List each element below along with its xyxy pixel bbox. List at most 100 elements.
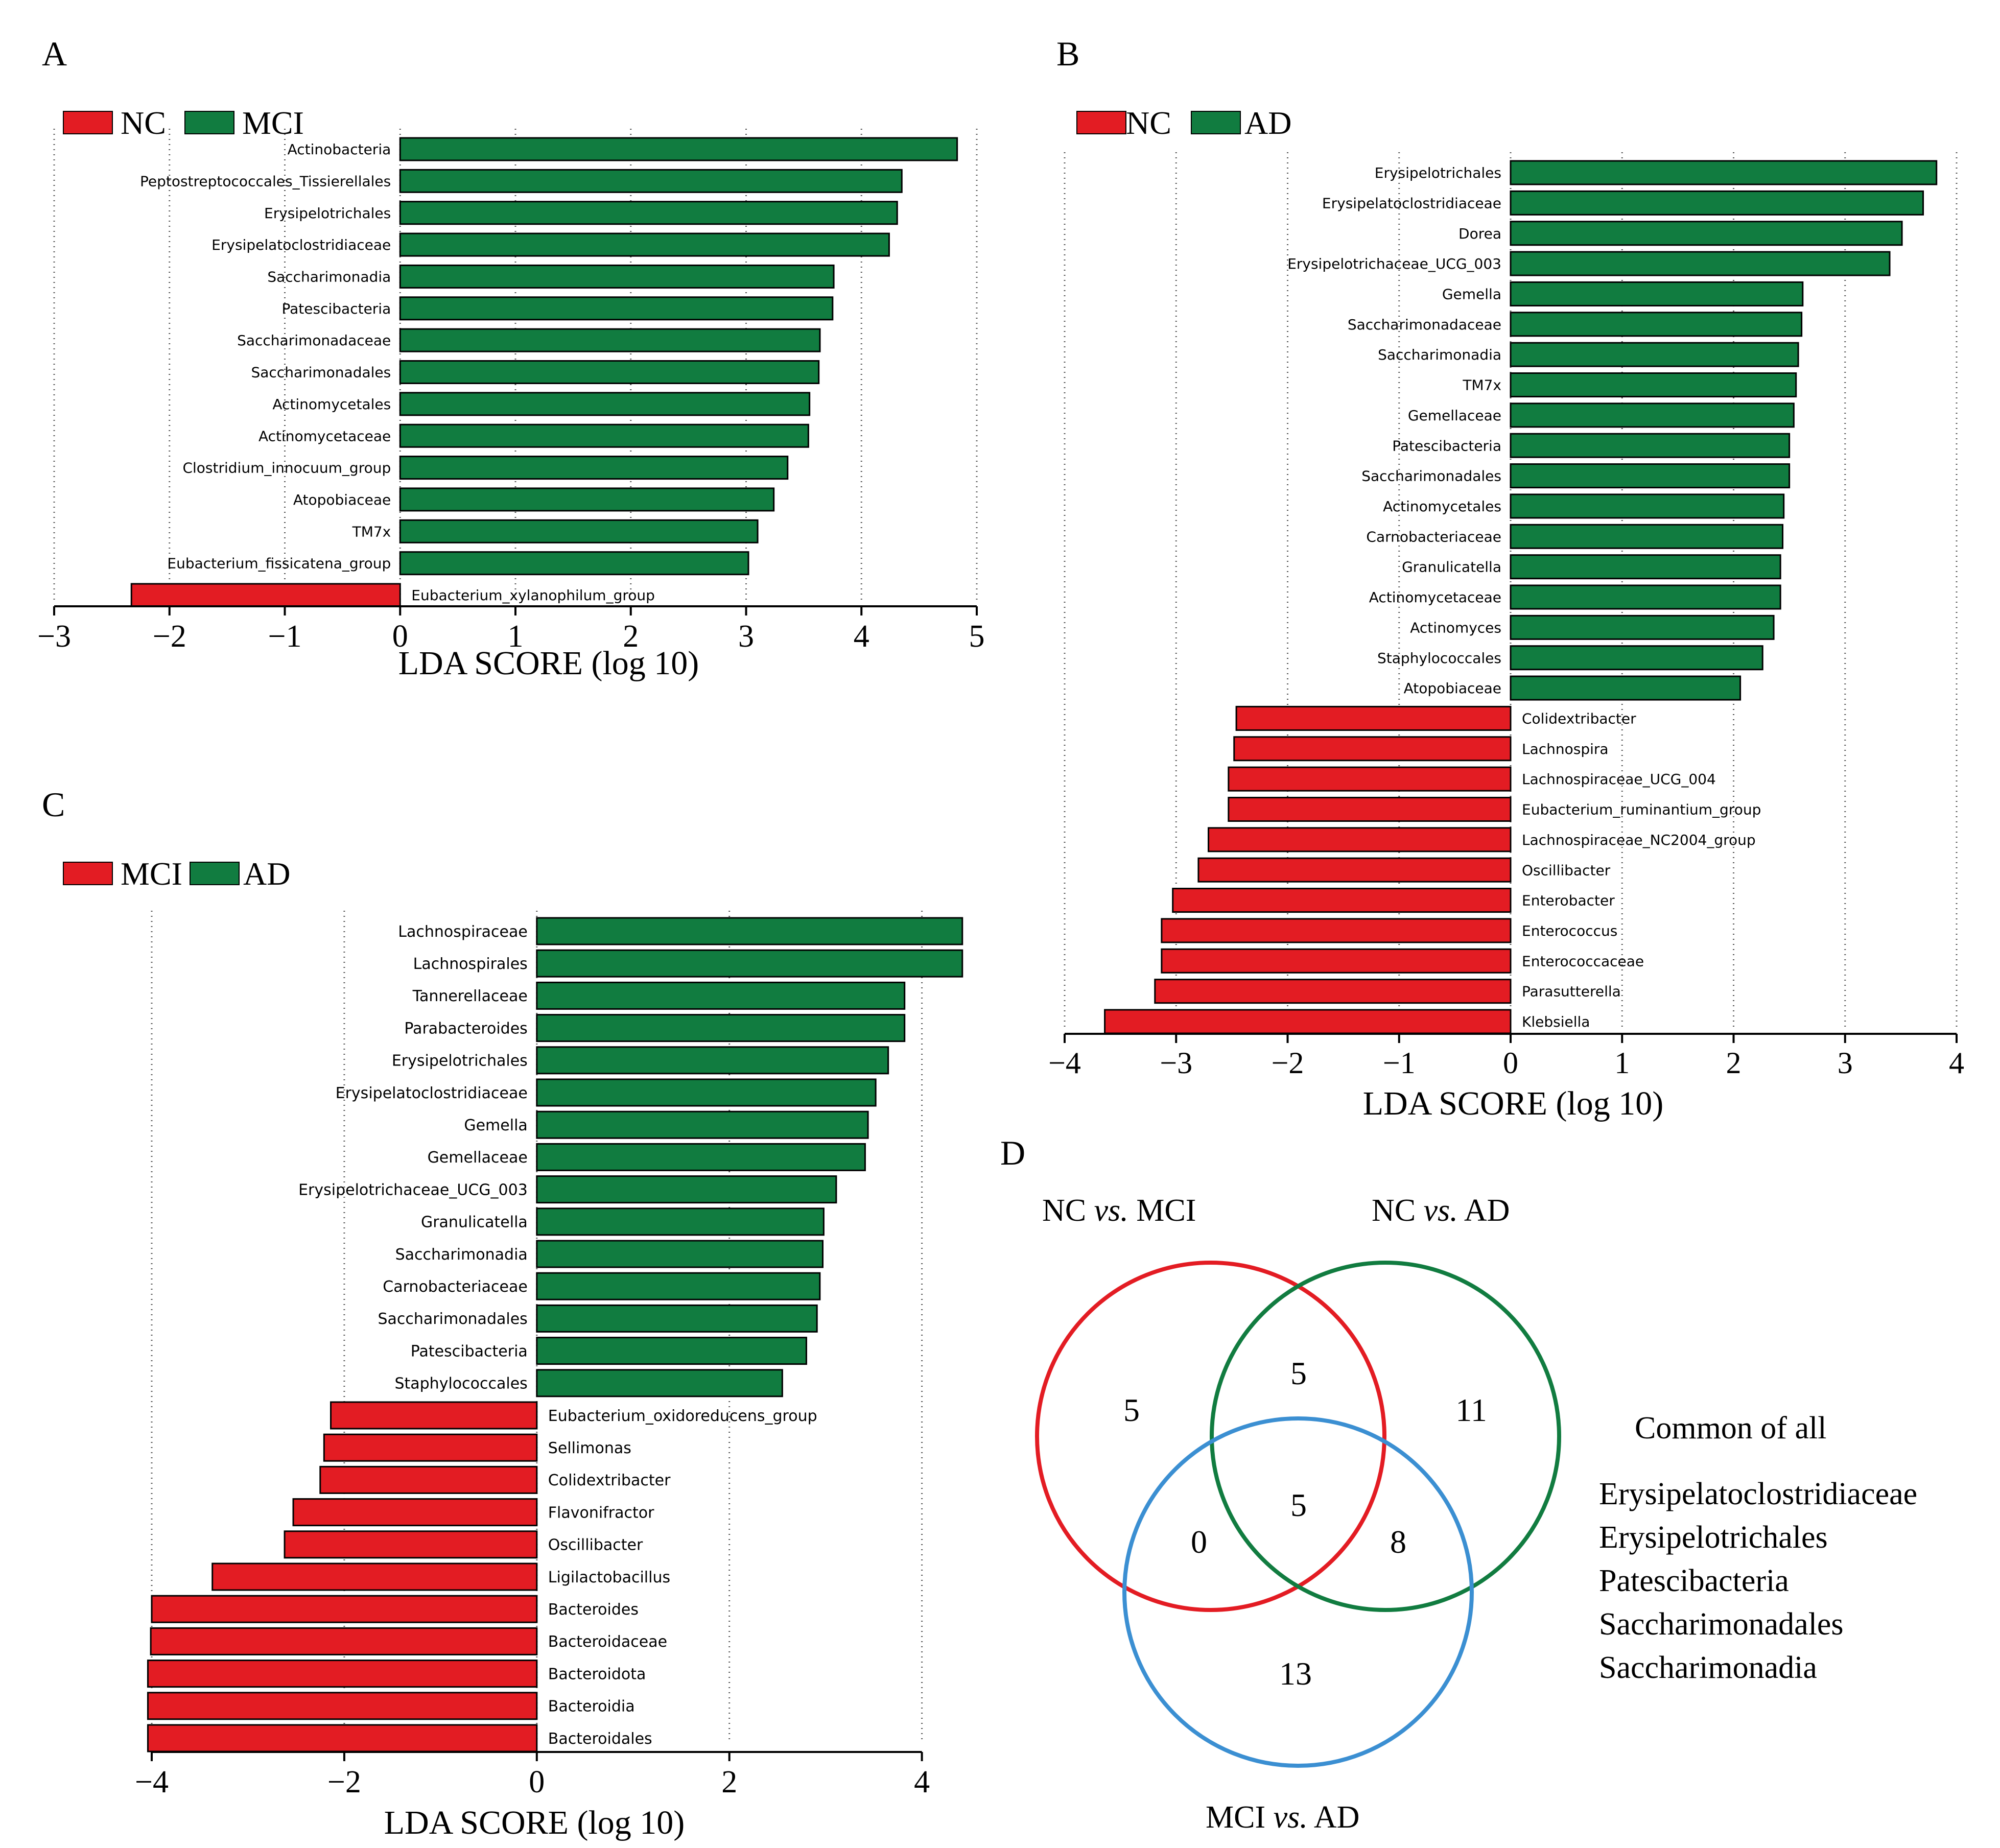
x-axis-label: LDA SCORE (log 10) <box>398 645 699 682</box>
panel-b-chart: Erysipelotrichales Erysipelatoclostridiac… <box>1048 152 1964 1122</box>
bar-tm7x <box>399 519 759 543</box>
bar-label: Lachnospiraceae_NC2004_group <box>1522 832 1756 848</box>
bar-label: Bacteroidia <box>548 1698 635 1716</box>
bar-label: Saccharimonadales <box>1361 468 1501 485</box>
bar-label: Saccharimonadaceae <box>1348 316 1501 333</box>
panel-a-legend: NC MCI <box>63 105 304 141</box>
bar-label: Bacteroidales <box>548 1730 652 1748</box>
venn-count-nc-mci-only: 5 <box>1123 1392 1140 1428</box>
panel-c: C MCI AD Lachnospiraceae Lachnospirales Tan… <box>42 785 963 1841</box>
bar-label: Dorea <box>1458 225 1501 242</box>
bar-label: Clostridium_innocuum_group <box>182 460 391 477</box>
x-tick-label: −1 <box>268 619 302 654</box>
common-item: Erysipelatoclostridiaceae <box>1599 1477 1917 1511</box>
bar-label: Actinomyces <box>1410 619 1501 636</box>
bar-label: Saccharimonadia <box>267 269 391 286</box>
bar-label: Actinobacteria <box>288 141 391 158</box>
bar-carnobacteriaceae <box>1510 524 1784 549</box>
bar-saccharimonadaceae <box>399 328 821 352</box>
bar-erysipelatoclostridiaceae <box>1510 190 1924 216</box>
bar-saccharimonadales <box>1510 463 1791 489</box>
bar-clostridium_innocuum_group <box>399 456 789 480</box>
x-tick-label: −3 <box>37 619 71 654</box>
bar-label: Actinomycetales <box>272 396 391 413</box>
panel-a-letter: A <box>42 34 67 73</box>
bar-label: Gemella <box>464 1117 527 1134</box>
bar-colidextribacter <box>319 1465 538 1494</box>
bar-label: Patescibacteria <box>1392 437 1501 454</box>
bar-label: Lachnospiraceae_UCG_004 <box>1522 771 1716 788</box>
venn-set-label-nc-ad: NC vs. AD <box>1372 1193 1510 1228</box>
bar-label: Colidextribacter <box>548 1472 671 1489</box>
bar-erysipelotrichaceae_ucg_003 <box>536 1175 837 1204</box>
common-item: Patescibacteria <box>1599 1563 1789 1598</box>
bar-bacteroidota <box>147 1660 538 1688</box>
bar-label: Saccharimonadales <box>378 1310 527 1328</box>
panel-d-letter: D <box>1000 1133 1025 1172</box>
bar-enterococcaceae <box>1161 948 1512 974</box>
bar-bacteroides <box>151 1595 538 1623</box>
bar-colidextribacter <box>1235 705 1512 731</box>
panel-c-letter: C <box>42 785 65 824</box>
bar-label: Erysipelatoclostridiaceae <box>336 1084 528 1102</box>
bar-patescibacteria <box>1510 433 1791 458</box>
legend-swatch-ad <box>1191 111 1241 134</box>
bar-label: Gemellaceae <box>1408 407 1501 424</box>
common-item: Saccharimonadales <box>1599 1607 1844 1642</box>
x-tick-label: 0 <box>1503 1046 1518 1080</box>
bar-erysipelotrichales <box>1510 160 1938 185</box>
bar-granulicatella <box>1510 554 1781 580</box>
bar-dorea <box>1510 221 1903 246</box>
x-tick-label: 2 <box>721 1765 737 1799</box>
bar-tannerellaceae <box>536 981 906 1010</box>
bar-lachnospirales <box>536 949 963 978</box>
x-tick-label: 4 <box>914 1765 930 1799</box>
bar-atopobiaceae <box>399 487 775 512</box>
bar-patescibacteria <box>536 1337 807 1365</box>
bar-label: Atopobiaceae <box>293 491 391 508</box>
x-axis-label: LDA SCORE (log 10) <box>1363 1085 1664 1122</box>
bar-klebsiella <box>1104 1009 1512 1034</box>
bar-saccharimonadaceae <box>1510 312 1803 337</box>
legend-label-ad: AD <box>243 856 290 892</box>
x-tick-label: 1 <box>1614 1046 1630 1080</box>
x-tick-label: 4 <box>854 619 869 654</box>
bar-erysipelatoclostridiaceae <box>399 232 890 257</box>
bar-label: Erysipelatoclostridiaceae <box>211 236 391 253</box>
bar-actinomycetaceae <box>1510 584 1781 610</box>
x-tick-label: −4 <box>135 1765 169 1799</box>
legend-swatch-nc <box>1076 111 1126 134</box>
bar-label: Patescibacteria <box>411 1342 528 1360</box>
bar-actinobacteria <box>399 137 958 161</box>
bar-staphylococcales <box>536 1369 783 1397</box>
legend-label-nc: NC <box>1126 105 1171 141</box>
venn-count-nc-mci-mci-ad: 0 <box>1191 1524 1207 1560</box>
bar-label: Peptostreptococcales_Tissierellales <box>140 173 391 189</box>
bar-actinomyces <box>1510 614 1775 640</box>
bar-lachnospiraceae <box>536 917 963 945</box>
bar-saccharimonadales <box>536 1304 818 1333</box>
bar-label: Oscillibacter <box>548 1536 643 1554</box>
legend-swatch-ad <box>190 862 240 885</box>
bar-lachnospiraceae_ucg_004 <box>1228 766 1512 792</box>
bar-saccharimonadales <box>399 360 820 384</box>
bar-label: Carnobacteriaceae <box>1366 528 1501 545</box>
x-tick-label: −1 <box>1383 1046 1416 1080</box>
bar-label: Parasutterella <box>1522 983 1621 1000</box>
bar-atopobiaceae <box>1510 675 1742 701</box>
bar-label: Atopobiaceae <box>1404 680 1501 697</box>
legend-swatch-mci <box>63 862 113 885</box>
bar-label: Erysipelotrichales <box>264 205 391 222</box>
bar-actinomycetaceae <box>399 423 809 448</box>
panel-c-chart: Lachnospiraceae Lachnospirales Tannerellac… <box>135 911 963 1841</box>
bar-label: TM7x <box>1462 377 1501 394</box>
bar-bacteroidales <box>147 1724 538 1752</box>
x-tick-label: 1 <box>508 619 524 654</box>
bar-tm7x <box>1510 372 1797 397</box>
legend-swatch-mci <box>184 111 234 134</box>
bar-erysipelotrichaceae_ucg_003 <box>1510 251 1891 276</box>
bar-eubacterium_xylanophilum_group <box>130 583 401 607</box>
bar-label: Oscillibacter <box>1522 862 1611 879</box>
bar-label: Granulicatella <box>1402 559 1501 576</box>
bar-parasutterella <box>1154 979 1512 1004</box>
